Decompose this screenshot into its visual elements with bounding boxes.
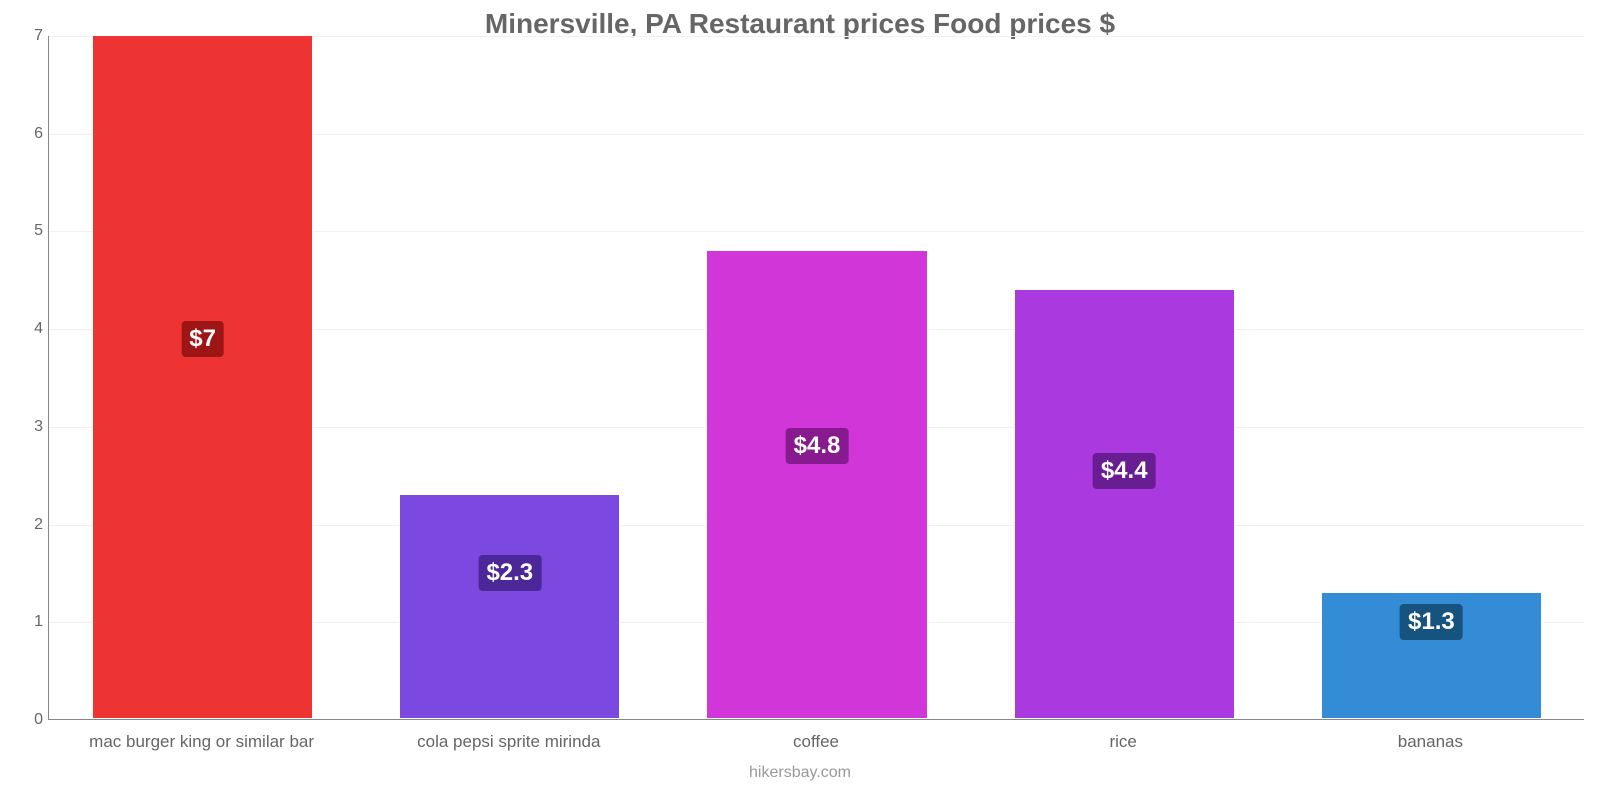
y-tick-label: 4 [19,320,43,338]
bar-value-label: $7 [181,321,224,357]
bar[interactable] [92,35,313,719]
x-category-label: rice [1109,732,1136,752]
x-category-label: mac burger king or similar bar [89,732,314,752]
chart-footer: hikersbay.com [749,764,851,782]
y-tick-label: 5 [19,222,43,240]
y-tick-label: 1 [19,613,43,631]
bar[interactable] [1014,289,1235,719]
bar-value-label: $4.8 [786,428,849,464]
y-tick-label: 7 [19,27,43,45]
bar[interactable] [706,250,927,719]
x-category-label: cola pepsi sprite mirinda [417,732,600,752]
y-tick-label: 0 [19,711,43,729]
x-category-label: coffee [793,732,839,752]
x-category-label: bananas [1398,732,1463,752]
chart-container: Minersville, PA Restaurant prices Food p… [0,0,1600,800]
y-tick-label: 3 [19,418,43,436]
bar-value-label: $4.4 [1093,453,1156,489]
bar-value-label: $1.3 [1400,604,1463,640]
plot-area: 01234567$7$2.3$4.8$4.4$1.3 [48,36,1584,720]
y-tick-label: 6 [19,125,43,143]
bar-value-label: $2.3 [478,555,541,591]
bar[interactable] [399,494,620,719]
y-tick-label: 2 [19,516,43,534]
